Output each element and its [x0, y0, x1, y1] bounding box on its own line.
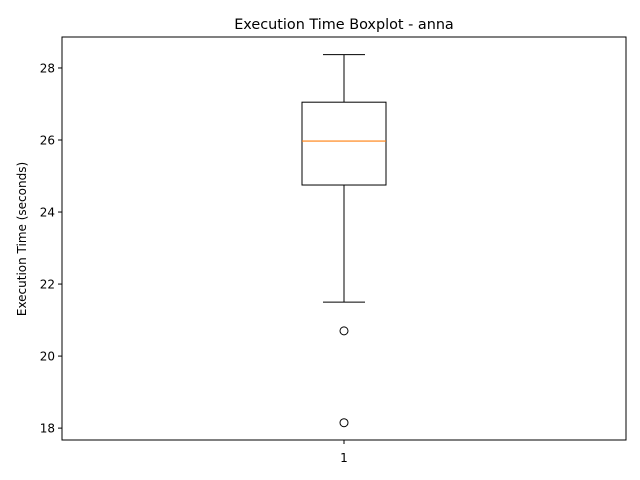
y-tick-label: 18 — [40, 422, 55, 436]
y-tick-label: 28 — [40, 61, 55, 75]
y-tick-label: 20 — [40, 350, 55, 364]
outlier-point — [339, 418, 349, 428]
plot-frame — [61, 36, 627, 441]
x-tick-label: 1 — [340, 451, 348, 465]
iqr-box — [301, 101, 387, 186]
outlier-point — [339, 326, 349, 336]
chart-title: Execution Time Boxplot - anna — [234, 17, 454, 33]
y-tick-label: 26 — [40, 134, 55, 148]
y-tick-label: 24 — [40, 206, 55, 220]
y-tick-label: 22 — [40, 278, 55, 292]
y-axis-label: Execution Time (seconds) — [15, 162, 29, 316]
